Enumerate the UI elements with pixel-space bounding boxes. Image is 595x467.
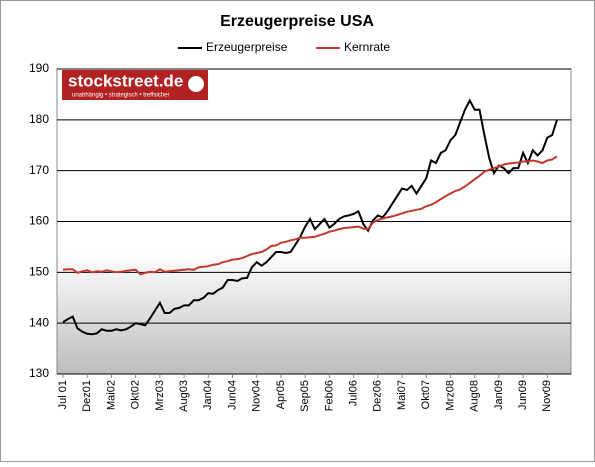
legend-label: Erzeugerpreise <box>206 40 288 54</box>
x-tick-label: Jan09 <box>493 380 505 410</box>
x-tick-label: Apr05 <box>275 380 287 409</box>
line-series <box>62 98 558 336</box>
x-tick-label: Mrz08 <box>444 380 456 411</box>
chart-title: Erzeugerpreise USA <box>220 13 374 30</box>
x-tick-label: Nov09 <box>541 380 553 412</box>
y-tick-label: 150 <box>29 265 49 279</box>
y-tick-label: 140 <box>29 315 49 329</box>
line-series <box>62 155 558 276</box>
x-tick-label: Mai07 <box>396 380 408 410</box>
x-tick-label: Dez06 <box>372 380 384 412</box>
x-tick-label: Jan04 <box>202 380 214 410</box>
y-tick-label: 180 <box>29 112 49 126</box>
logo-tagline: unabhängig • strategisch • treffsicher <box>72 93 169 99</box>
x-tick-label: Okt07 <box>420 380 432 409</box>
logo: stockstreet.de unabhängig • strategisch … <box>62 70 208 100</box>
y-tick-label: 190 <box>29 61 49 75</box>
x-tick-label: Feb06 <box>323 380 335 411</box>
x-tick-label: Dez01 <box>81 380 93 412</box>
legend-label: Kernrate <box>344 40 390 54</box>
y-tick-label: 160 <box>29 214 49 228</box>
x-tick-label: Jun09 <box>517 380 529 410</box>
logo-box <box>62 70 208 100</box>
x-tick-label: Aug03 <box>178 380 190 412</box>
x-tick-label: Jun04 <box>226 380 238 410</box>
x-tick-label: Jul 01 <box>57 380 69 409</box>
y-tick-label: 170 <box>29 163 49 177</box>
x-tick-label: Jul06 <box>347 380 359 406</box>
logo-name: stockstreet.de <box>68 71 183 90</box>
x-tick-label: Mrz03 <box>154 380 166 411</box>
x-tick-label: Sep05 <box>299 380 311 412</box>
y-tick-label: 130 <box>29 366 49 380</box>
x-tick-label: Okt02 <box>130 380 142 409</box>
x-tick-label: Nov04 <box>251 380 263 412</box>
x-tick-label: Mai02 <box>105 380 117 410</box>
logo-icon <box>188 76 204 92</box>
x-tick-label: Aug08 <box>469 380 481 412</box>
